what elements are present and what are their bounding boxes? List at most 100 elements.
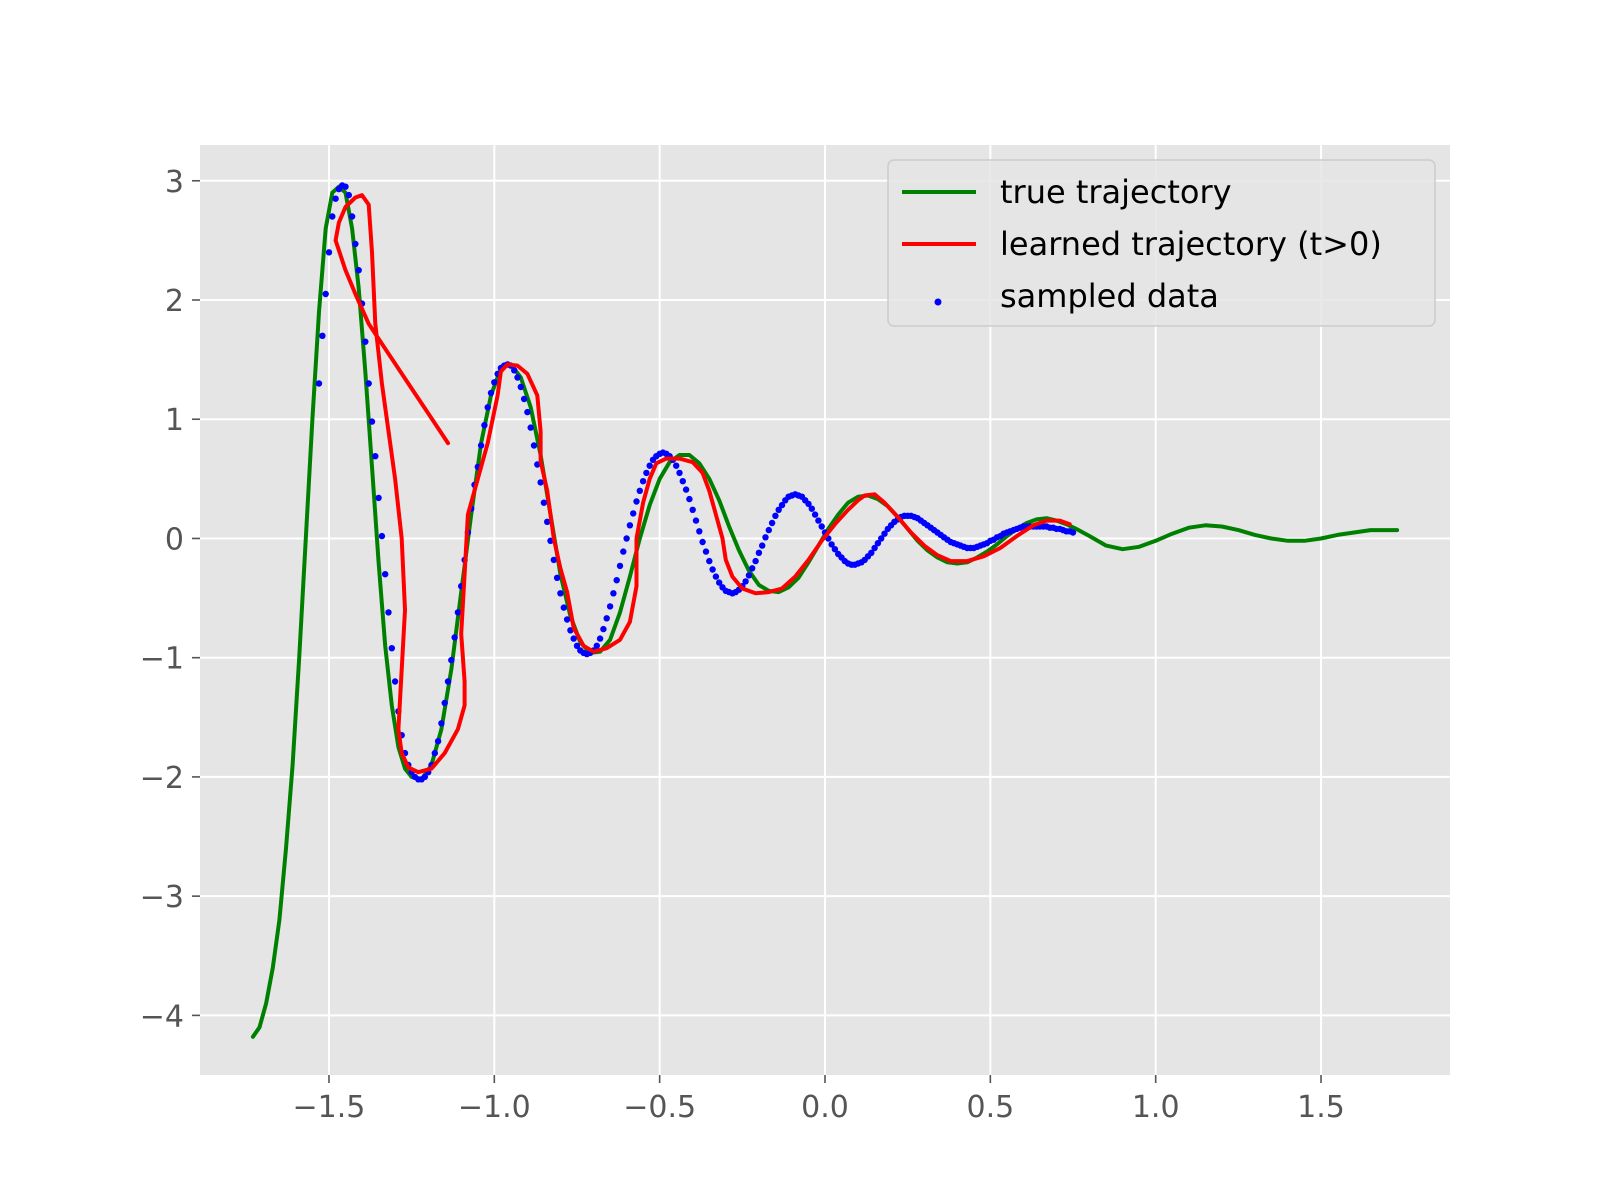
data-point xyxy=(570,635,577,642)
data-point xyxy=(484,404,491,411)
data-point xyxy=(388,645,395,652)
data-point xyxy=(391,678,399,685)
data-point xyxy=(636,487,643,494)
legend-item-sampled-data: sampled data xyxy=(934,277,1219,315)
data-point xyxy=(616,562,624,570)
data-point xyxy=(874,540,882,547)
data-point xyxy=(527,424,534,431)
series-learned-trajectory-t-0 xyxy=(333,193,1072,775)
data-point xyxy=(709,566,716,573)
y-tick-label: 0 xyxy=(165,522,184,557)
data-point xyxy=(368,418,376,425)
data-point xyxy=(441,699,448,707)
data-point xyxy=(696,528,703,535)
data-point xyxy=(775,506,782,513)
data-point xyxy=(686,495,693,503)
data-point xyxy=(755,549,763,556)
data-point xyxy=(362,338,369,345)
data-point xyxy=(451,634,458,641)
data-point xyxy=(553,574,561,581)
data-point xyxy=(329,213,336,220)
data-point xyxy=(623,535,630,542)
data-point xyxy=(487,389,495,397)
legend-label: learned trajectory (t>0) xyxy=(1000,225,1382,263)
data-point xyxy=(382,571,389,578)
data-point xyxy=(673,462,680,469)
data-point xyxy=(444,678,452,685)
data-point xyxy=(633,498,640,505)
data-point xyxy=(511,367,518,374)
data-point xyxy=(881,530,888,537)
data-point xyxy=(319,332,326,339)
data-point xyxy=(563,616,571,623)
data-point xyxy=(517,383,524,391)
data-point xyxy=(818,523,825,530)
data-point xyxy=(540,499,548,506)
legend-swatch xyxy=(934,298,942,306)
y-tick-label: −1 xyxy=(140,642,184,677)
data-point xyxy=(831,546,839,553)
data-point xyxy=(385,609,392,616)
data-point xyxy=(868,549,875,556)
data-point xyxy=(596,635,604,642)
data-point xyxy=(772,512,779,519)
y-tick-label: −2 xyxy=(140,761,184,796)
data-point xyxy=(431,749,438,757)
line-true-trajectory xyxy=(250,184,1400,1039)
x-tick-label: 0.5 xyxy=(966,1090,1014,1125)
data-point xyxy=(745,572,753,579)
y-tick-label: −3 xyxy=(140,880,184,915)
data-point xyxy=(646,462,653,469)
data-point xyxy=(375,494,382,502)
data-point xyxy=(682,486,690,493)
data-point xyxy=(702,548,710,555)
data-point xyxy=(537,479,544,486)
data-point xyxy=(643,469,650,477)
data-point xyxy=(332,195,339,202)
data-point xyxy=(752,557,759,565)
data-point xyxy=(815,517,822,524)
data-point xyxy=(706,557,713,565)
data-point xyxy=(749,565,756,572)
data-point xyxy=(378,532,386,540)
data-point xyxy=(544,518,551,525)
data-point xyxy=(768,519,776,527)
data-point xyxy=(514,374,521,381)
data-point xyxy=(742,578,749,585)
data-point xyxy=(716,579,723,586)
data-point xyxy=(315,380,323,387)
data-point xyxy=(325,249,333,256)
data-point xyxy=(352,240,359,248)
data-point xyxy=(454,609,462,616)
data-point xyxy=(808,505,815,512)
legend-item-learned-trajectory-t-0: learned trajectory (t>0) xyxy=(902,225,1382,263)
legend-box xyxy=(887,159,1436,327)
data-point xyxy=(481,422,488,429)
data-point xyxy=(421,773,429,781)
data-point xyxy=(759,542,766,549)
data-point xyxy=(448,656,455,664)
data-point xyxy=(762,534,769,541)
x-tick-label: −0.5 xyxy=(623,1090,696,1125)
data-point xyxy=(491,379,498,386)
x-tick-label: 1.5 xyxy=(1297,1090,1345,1125)
x-tick-label: 0.0 xyxy=(801,1090,849,1125)
data-point xyxy=(1069,529,1077,536)
legend-item-true-trajectory: true trajectory xyxy=(902,173,1232,211)
data-point xyxy=(345,191,352,199)
legend-label: true trajectory xyxy=(1000,173,1232,211)
data-point xyxy=(712,573,720,580)
data-point xyxy=(878,535,885,542)
data-point xyxy=(434,738,442,745)
data-point xyxy=(550,556,557,564)
data-point xyxy=(573,642,581,649)
y-tick-label: 3 xyxy=(165,165,184,200)
data-point xyxy=(805,500,812,508)
data-point xyxy=(620,548,627,555)
data-point xyxy=(593,642,600,649)
data-point xyxy=(689,506,696,513)
legend: true trajectory learned trajectory (t>0) s… xyxy=(887,159,1436,327)
data-point xyxy=(365,380,372,387)
data-point xyxy=(322,290,329,298)
